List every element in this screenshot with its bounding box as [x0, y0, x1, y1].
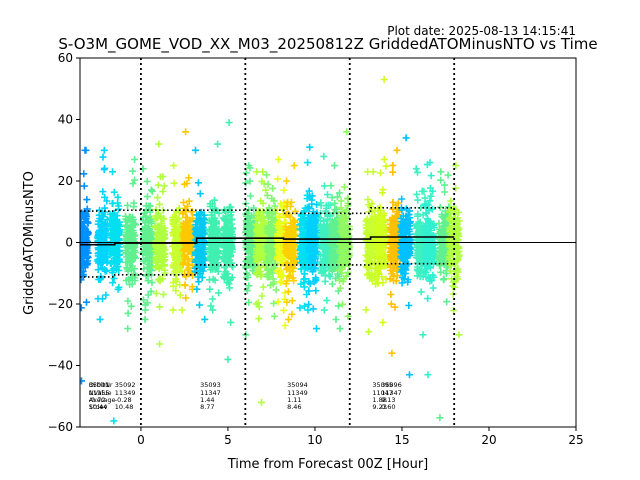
point-cluster [372, 76, 390, 326]
point-cluster [397, 134, 414, 379]
chart-title: S-O3M_GOME_VOD_XX_M03_20250812Z GriddedA… [58, 35, 597, 54]
point-cluster [80, 146, 92, 385]
stats-value: 1.88 [372, 396, 386, 404]
point-cluster [106, 168, 124, 425]
x-tick-label: 0 [137, 433, 145, 447]
point-cluster [151, 140, 169, 348]
stats-value: 0.60 [381, 403, 395, 411]
y-tick-label: 40 [58, 113, 73, 127]
x-tick-label: 10 [307, 433, 322, 447]
stats-value: 11349 [115, 389, 136, 397]
stats-value: 11355 [89, 389, 110, 397]
x-tick-label: 25 [568, 433, 583, 447]
x-tick-label: 5 [224, 433, 232, 447]
point-cluster [304, 143, 322, 333]
x-axis-label: Time from Forecast 00Z [Hour] [227, 457, 429, 472]
stats-header-label: Stdev [89, 403, 108, 411]
point-cluster [94, 146, 112, 323]
scatter-point-markers [191, 146, 209, 323]
stats-value: 11047 [372, 389, 393, 397]
scatter-point-markers [80, 146, 92, 385]
stats-value: 11347 [381, 389, 402, 397]
point-cluster [179, 128, 197, 302]
plot-date-label: Plot date: 2025-08-13 14:15:41 [387, 24, 576, 38]
stats-value: 35095 [372, 381, 393, 389]
statistic-lines [80, 58, 576, 427]
scatter-points [80, 76, 463, 425]
stats-value: 35093 [200, 381, 221, 389]
scatter-point-markers [386, 146, 404, 357]
x-tick-label: 20 [481, 433, 496, 447]
point-cluster [386, 146, 404, 357]
scatter-point-markers [397, 134, 414, 379]
stats-value: -0.28 [115, 396, 132, 404]
stats-value: 1.44 [200, 396, 214, 404]
stats-value: 10.44 [89, 403, 108, 411]
stats-value: 11347 [200, 389, 221, 397]
stats-header-label: OrbitNr [89, 381, 113, 389]
point-cluster [445, 162, 463, 339]
stats-value: 11349 [287, 389, 308, 397]
stats-value: 35091 [89, 381, 110, 389]
stats-value: 1.11 [287, 396, 301, 404]
axes: 0 5 10 15 20 25 −60 −40 −20 0 20 40 60 [48, 51, 584, 447]
scatter-point-markers [151, 140, 169, 348]
mean-line [80, 236, 455, 246]
y-tick-label: −60 [48, 420, 73, 434]
scatter-point-markers [94, 146, 112, 323]
stats-value: 10.48 [115, 403, 134, 411]
scatter-point-markers [445, 162, 463, 339]
y-tick-label: −40 [48, 359, 73, 373]
point-cluster [336, 128, 353, 320]
scatter-point-markers [336, 128, 353, 320]
y-tick-label: −20 [48, 297, 73, 311]
scatter-point-markers [179, 128, 197, 302]
stats-value: 9.13 [381, 396, 395, 404]
point-cluster [191, 146, 209, 323]
stats-value: 35096 [381, 381, 402, 389]
x-tick-label: 15 [394, 433, 409, 447]
stats-value: 35092 [115, 381, 136, 389]
stats-value: 8.77 [200, 403, 214, 411]
point-cluster [316, 152, 334, 314]
scatter-point-markers [372, 76, 390, 326]
stats-header-label: Average [89, 396, 116, 404]
y-tick-label: 60 [58, 51, 73, 65]
stats-value: 8.46 [287, 403, 301, 411]
point-cluster [421, 159, 439, 379]
stats-value: 9.23 [372, 403, 386, 411]
scatter-point-markers [263, 171, 280, 320]
y-tick-label: 0 [65, 236, 73, 250]
scatter-point-markers [316, 152, 334, 314]
y-tick-label: 20 [58, 174, 73, 188]
stats-value: -0.72 [89, 396, 106, 404]
y-axis-label: GriddedATOMinusNTO [22, 171, 37, 315]
scatter-point-markers [106, 168, 124, 425]
stats-value: 35094 [287, 381, 308, 389]
scatter-point-markers [304, 143, 322, 333]
point-cluster [263, 171, 280, 320]
stats-header-label: NValue [89, 389, 112, 397]
scatter-point-markers [421, 159, 439, 379]
